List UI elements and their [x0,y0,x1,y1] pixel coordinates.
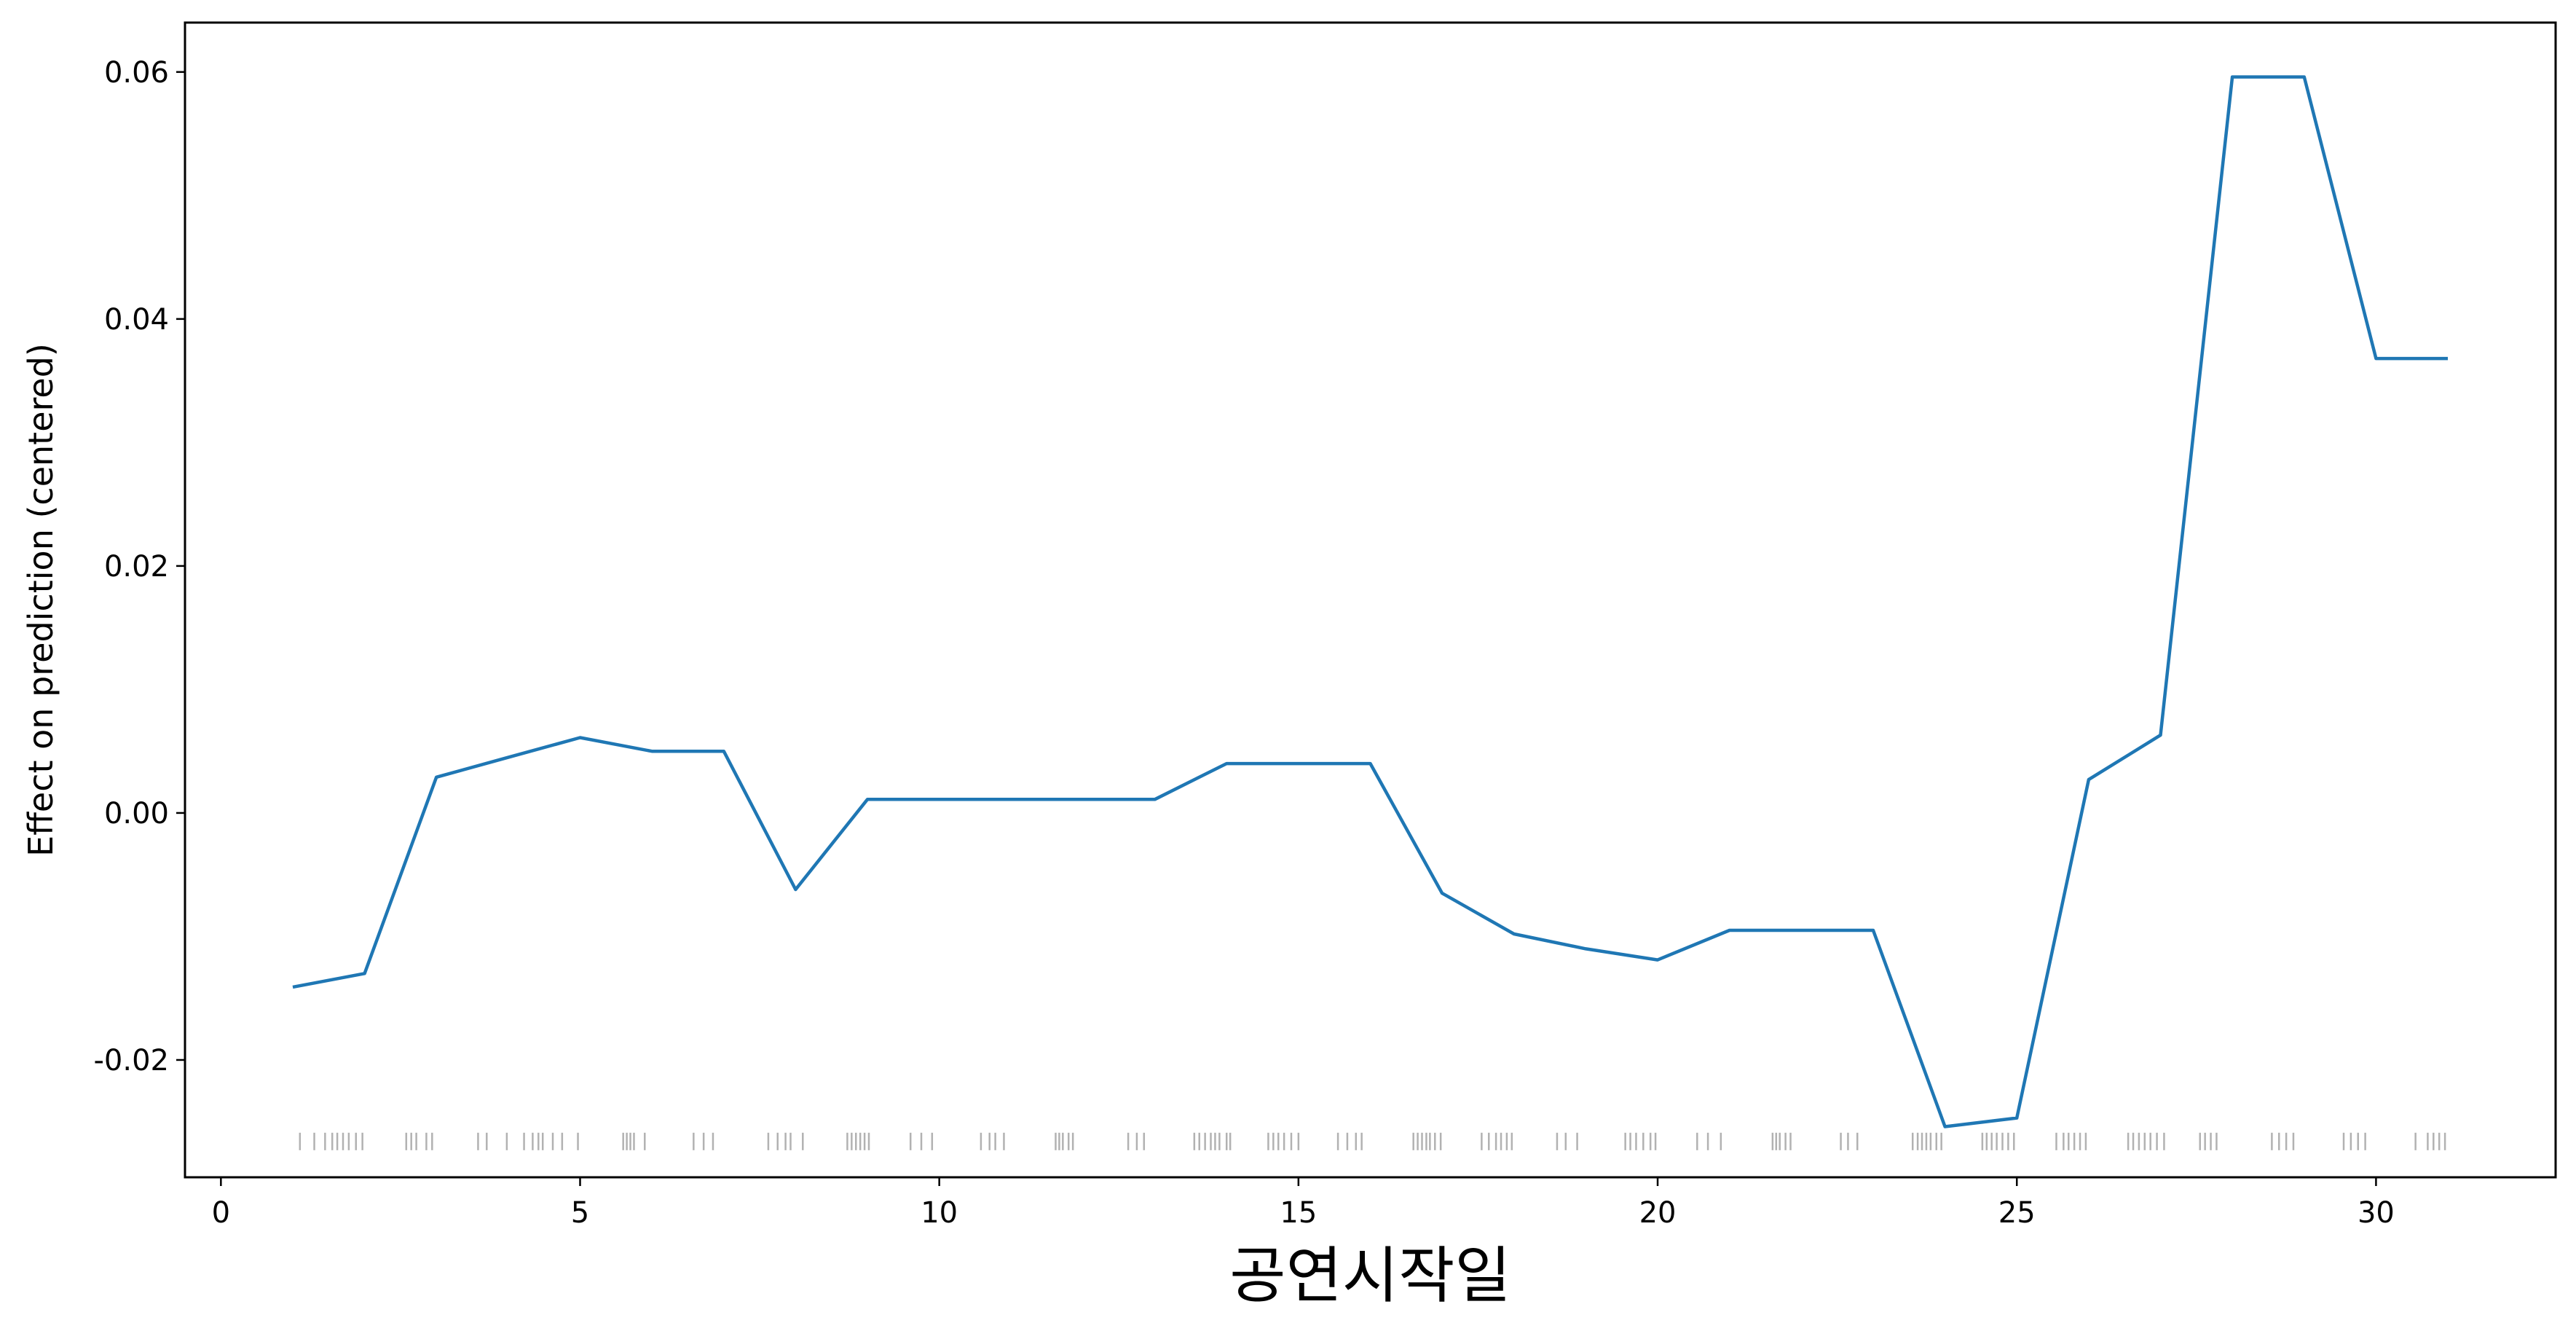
y-tick-label: 0.04 [104,303,169,337]
line-layer [292,75,2448,1128]
x-axis-title: 공연시작일 [1229,1240,1510,1311]
y-tick-label: 0.02 [104,550,169,584]
x-tick-label: 15 [1280,1196,1317,1230]
plot-frame [184,21,2557,1179]
x-tick-label: 25 [1998,1196,2036,1230]
y-tick-label: 0.00 [104,797,169,831]
x-tick-label: 10 [921,1196,958,1230]
series-line [292,75,2448,1128]
x-axis-ticks: 0 5 10 15 20 25 30 [212,1177,2395,1230]
y-tick-label: 0.06 [104,56,169,90]
y-axis-title: Effect on prediction (centered) [21,343,60,857]
x-tick-label: 0 [212,1196,230,1230]
y-axis-ticks: -0.02 0.00 0.02 0.04 0.06 [94,56,185,1077]
y-tick-label: -0.02 [94,1044,170,1077]
rug-layer [299,1132,2446,1150]
x-tick-label: 30 [2358,1196,2395,1230]
x-tick-label: 5 [571,1196,589,1230]
x-tick-label: 20 [1639,1196,1677,1230]
